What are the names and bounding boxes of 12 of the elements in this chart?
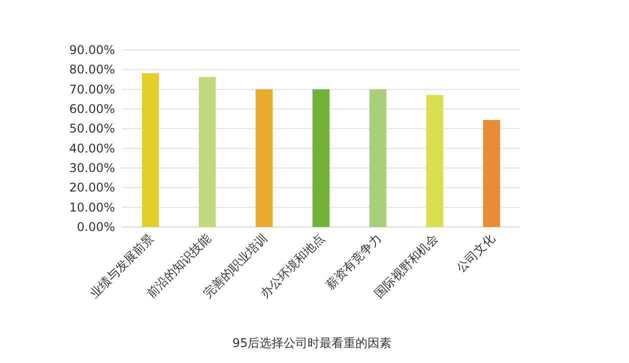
x-axis-title: 95后选择公司时最看重的因素: [232, 336, 392, 350]
y-tick-label: 30.00%: [69, 161, 115, 175]
y-tick-label: 60.00%: [69, 102, 115, 116]
y-tick-label: 40.00%: [69, 141, 115, 156]
y-tick-label: 0.00%: [76, 220, 115, 234]
x-tick-label: 公司文化: [454, 231, 498, 276]
y-tick-label: 10.00%: [69, 200, 115, 214]
y-tick-label: 50.00%: [69, 122, 115, 136]
y-tick-label: 80.00%: [69, 62, 115, 77]
y-tick-label: 20.00%: [69, 180, 115, 195]
y-tick-label: 90.00%: [69, 43, 115, 57]
y-tick-label: 70.00%: [69, 82, 115, 96]
